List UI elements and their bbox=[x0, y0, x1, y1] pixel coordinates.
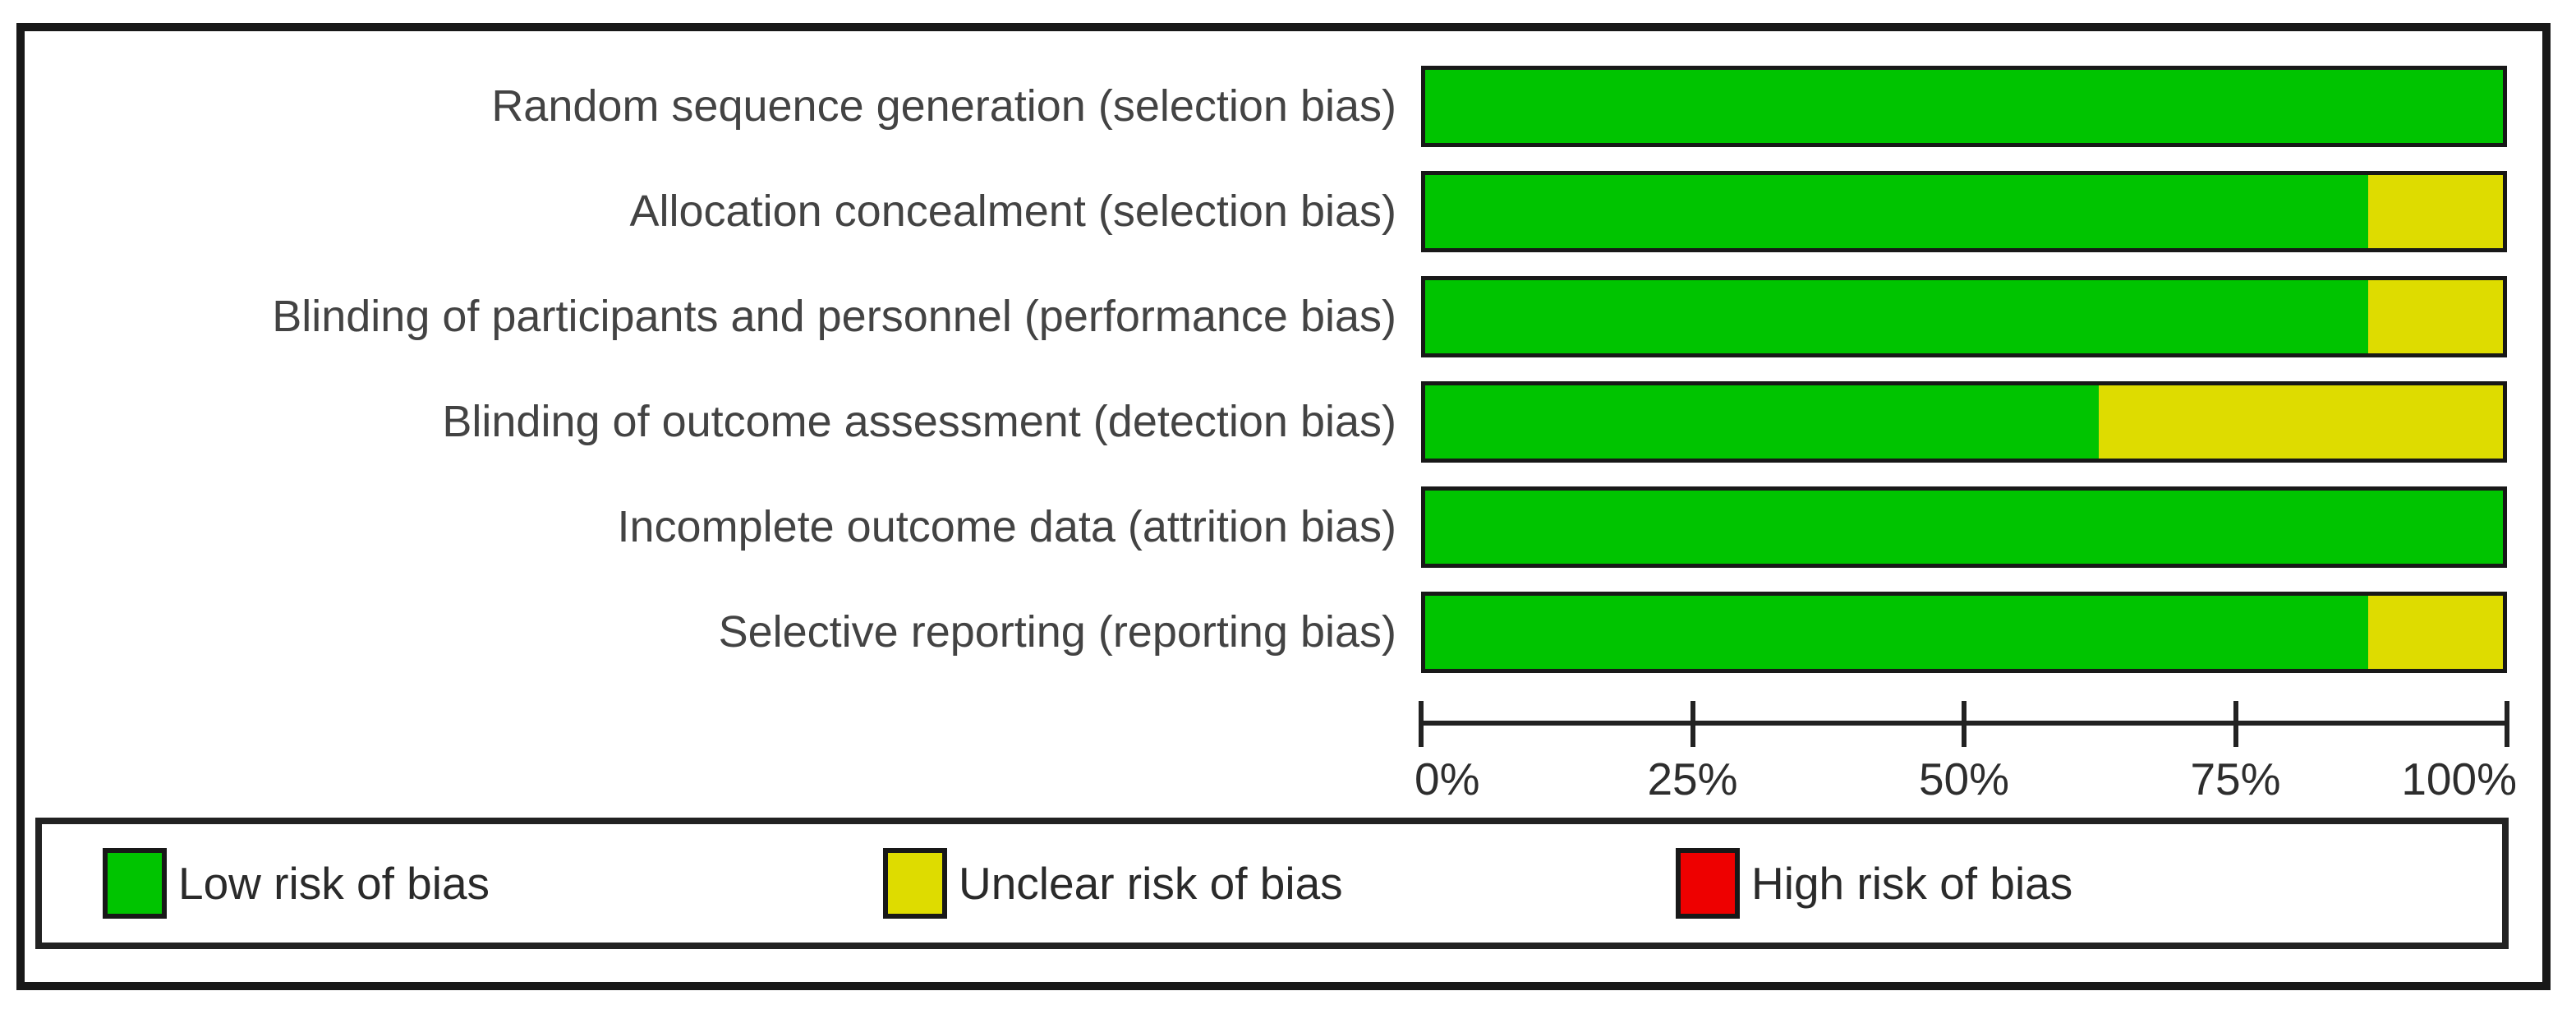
tick-mark bbox=[1690, 701, 1695, 747]
bar-segment bbox=[2099, 385, 2503, 459]
chart-rows: Random sequence generation (selection bi… bbox=[25, 66, 2507, 697]
legend-swatch bbox=[883, 848, 947, 919]
legend-item: High risk of bias bbox=[1676, 848, 2072, 919]
stacked-bar bbox=[1421, 276, 2507, 357]
chart-row: Incomplete outcome data (attrition bias) bbox=[25, 486, 2507, 568]
bar-segment bbox=[1425, 596, 2368, 669]
tick-label: 75% bbox=[2190, 754, 2281, 804]
bar-segment bbox=[2368, 596, 2503, 669]
legend-item: Low risk of bias bbox=[103, 848, 490, 919]
tick-mark bbox=[1419, 701, 1424, 747]
legend-label: Unclear risk of bias bbox=[959, 858, 1343, 909]
category-label: Blinding of participants and personnel (… bbox=[272, 292, 1396, 342]
tick-label: 100% bbox=[2401, 754, 2517, 804]
category-label: Incomplete outcome data (attrition bias) bbox=[617, 502, 1396, 552]
tick-label: 50% bbox=[1918, 754, 2010, 804]
category-label: Selective reporting (reporting bias) bbox=[718, 607, 1396, 657]
tick-mark bbox=[2505, 701, 2509, 747]
stacked-bar bbox=[1421, 171, 2507, 252]
bar-segment bbox=[2368, 280, 2503, 353]
tick-label: 25% bbox=[1647, 754, 1738, 804]
category-label: Blinding of outcome assessment (detectio… bbox=[442, 397, 1396, 447]
bar-segment bbox=[2368, 175, 2503, 248]
tick-label: 0% bbox=[1414, 754, 1480, 804]
x-axis: 0% 25% 50% 75% 100% bbox=[1414, 689, 2517, 845]
category-label: Random sequence generation (selection bi… bbox=[491, 81, 1396, 131]
tick-mark bbox=[2233, 701, 2238, 747]
chart-row: Blinding of outcome assessment (detectio… bbox=[25, 381, 2507, 463]
legend-label: Low risk of bias bbox=[178, 858, 490, 909]
bar-segment bbox=[1425, 280, 2368, 353]
bar-segment bbox=[1425, 70, 2503, 143]
figure-frame: Random sequence generation (selection bi… bbox=[16, 23, 2551, 990]
category-label: Allocation concealment (selection bias) bbox=[629, 187, 1396, 237]
chart-row: Blinding of participants and personnel (… bbox=[25, 276, 2507, 357]
stacked-bar bbox=[1421, 381, 2507, 463]
chart-row: Random sequence generation (selection bi… bbox=[25, 66, 2507, 147]
bar-segment bbox=[1425, 385, 2099, 459]
chart-row: Allocation concealment (selection bias) bbox=[25, 171, 2507, 252]
stacked-bar bbox=[1421, 486, 2507, 568]
tick-mark bbox=[1962, 701, 1966, 747]
stacked-bar bbox=[1421, 66, 2507, 147]
legend: Low risk of bias Unclear risk of bias High… bbox=[35, 818, 2509, 949]
bar-segment bbox=[1425, 491, 2503, 564]
bar-segment bbox=[1425, 175, 2368, 248]
legend-swatch bbox=[103, 848, 167, 919]
legend-swatch bbox=[1676, 848, 1740, 919]
stacked-bar bbox=[1421, 592, 2507, 673]
legend-label: High risk of bias bbox=[1751, 858, 2073, 909]
x-axis-ticks: 0% 25% 50% 75% 100% bbox=[1414, 689, 2517, 845]
legend-item: Unclear risk of bias bbox=[883, 848, 1343, 919]
chart-row: Selective reporting (reporting bias) bbox=[25, 592, 2507, 673]
